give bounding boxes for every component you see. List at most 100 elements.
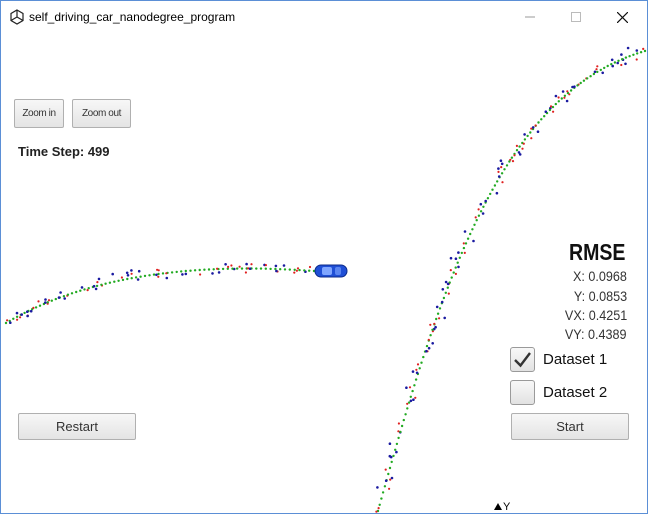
radar-marker [57, 296, 61, 299]
estimate-marker [464, 242, 468, 245]
axis-arrow-icon [494, 503, 502, 510]
estimate-marker [540, 118, 543, 121]
estimate-marker [442, 296, 446, 300]
estimate-marker [231, 267, 234, 270]
estimate-marker [50, 299, 53, 302]
lidar-marker [416, 363, 420, 366]
lidar-marker [47, 299, 51, 302]
estimate-marker [613, 61, 617, 64]
lidar-marker [438, 317, 441, 320]
lidar-marker [595, 68, 598, 71]
time-step-readout: Time Step: 499 [18, 144, 110, 159]
simulation-viewport[interactable]: Zoom in Zoom out Time Step: 499 RMSE X: … [1, 33, 647, 513]
estimate-marker [586, 77, 589, 80]
lidar-marker [474, 216, 477, 219]
zoom-in-button[interactable]: Zoom in [14, 99, 64, 128]
radar-marker [431, 342, 435, 345]
estimate-marker [402, 418, 405, 422]
radar-marker [184, 272, 188, 276]
estimate-marker [152, 273, 156, 276]
estimate-marker [560, 97, 563, 100]
radar-marker [275, 269, 278, 273]
estimate-marker [139, 275, 142, 278]
lidar-marker [230, 264, 233, 267]
dataset-1-checkbox[interactable] [510, 347, 535, 372]
estimate-marker [518, 145, 521, 148]
lidar-marker [293, 271, 296, 274]
estimate-marker [435, 317, 438, 321]
radar-marker [544, 110, 548, 113]
lidar-marker [497, 170, 500, 173]
estimate-marker [617, 59, 620, 62]
radar-marker [9, 321, 12, 325]
start-button[interactable]: Start [511, 413, 629, 440]
estimate-marker [38, 304, 42, 307]
estimate-marker [4, 321, 8, 325]
estimate-marker [436, 312, 440, 315]
lidar-marker [264, 264, 267, 267]
estimate-marker [100, 283, 103, 286]
radar-marker [444, 280, 448, 284]
estimate-marker [117, 279, 120, 282]
radar-marker [616, 61, 619, 65]
radar-marker [610, 58, 614, 62]
estimate-marker [643, 49, 647, 53]
estimate-marker [543, 115, 546, 118]
radar-marker [155, 273, 158, 277]
radar-marker [479, 202, 483, 206]
lidar-marker [295, 269, 298, 272]
dataset-1-option[interactable]: Dataset 1 [510, 347, 607, 372]
estimate-marker [279, 268, 282, 271]
estimate-marker [121, 278, 125, 282]
radar-marker [376, 486, 379, 489]
radar-marker [601, 71, 604, 75]
radar-marker [440, 300, 444, 304]
estimate-marker [639, 51, 643, 54]
radar-marker [620, 53, 623, 56]
estimate-marker [34, 306, 38, 309]
dataset-2-checkbox[interactable] [510, 380, 535, 405]
lidar-marker [250, 263, 253, 266]
radar-marker [500, 162, 504, 166]
estimate-marker [259, 267, 263, 270]
unity-icon [9, 9, 25, 25]
lidar-marker [130, 272, 133, 275]
lidar-marker [447, 292, 450, 295]
estimate-marker [636, 52, 639, 55]
radar-marker [44, 301, 47, 304]
lidar-marker [427, 338, 430, 341]
lidar-marker [566, 90, 569, 93]
radar-marker [26, 314, 29, 318]
estimate-marker [563, 94, 567, 97]
radar-marker [611, 64, 614, 68]
maximize-button[interactable] [553, 1, 599, 33]
restart-button[interactable]: Restart [18, 413, 136, 440]
zoom-out-button[interactable]: Zoom out [72, 99, 131, 128]
estimate-marker [554, 102, 557, 106]
estimate-marker [471, 228, 474, 231]
radar-marker [405, 386, 408, 390]
lidar-marker [549, 105, 553, 108]
estimate-marker [482, 205, 485, 208]
radar-marker [446, 282, 450, 286]
minimize-button[interactable] [507, 1, 553, 33]
estimate-marker [462, 246, 466, 250]
estimate-marker [143, 274, 147, 278]
lidar-marker [463, 251, 466, 254]
estimate-marker [113, 280, 116, 283]
estimate-marker [378, 503, 381, 506]
lidar-marker [501, 181, 504, 184]
lidar-marker [397, 430, 400, 433]
radar-marker [561, 90, 565, 93]
radar-marker [523, 133, 526, 136]
lidar-marker [552, 110, 555, 113]
estimate-marker [425, 344, 429, 348]
estimate-marker [255, 267, 258, 270]
radar-marker [29, 309, 33, 313]
close-button[interactable] [599, 1, 645, 33]
radar-marker [388, 442, 392, 446]
dataset-2-option[interactable]: Dataset 2 [510, 380, 607, 405]
estimate-marker [510, 156, 514, 159]
estimate-marker [446, 286, 449, 289]
radar-marker [384, 479, 388, 483]
